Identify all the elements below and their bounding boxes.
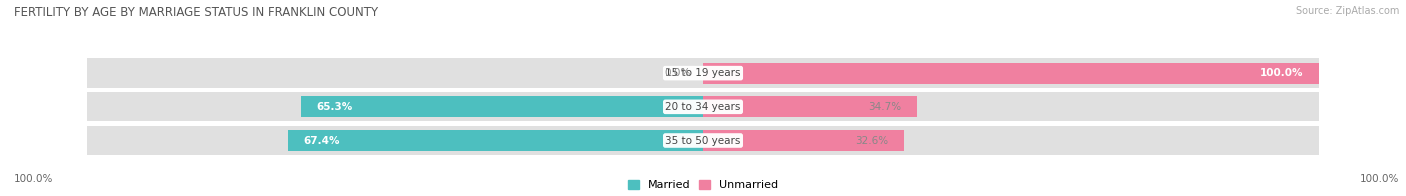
Bar bbox=[87, 126, 1319, 155]
Bar bbox=[703, 130, 904, 151]
Text: FERTILITY BY AGE BY MARRIAGE STATUS IN FRANKLIN COUNTY: FERTILITY BY AGE BY MARRIAGE STATUS IN F… bbox=[14, 6, 378, 19]
Bar bbox=[703, 63, 1319, 83]
Legend: Married, Unmarried: Married, Unmarried bbox=[627, 180, 779, 191]
Bar bbox=[301, 96, 703, 117]
Bar bbox=[87, 58, 1319, 88]
Bar bbox=[87, 92, 1319, 122]
Text: 100.0%: 100.0% bbox=[14, 174, 53, 184]
Text: 32.6%: 32.6% bbox=[855, 135, 889, 145]
Text: 35 to 50 years: 35 to 50 years bbox=[665, 135, 741, 145]
Bar bbox=[703, 96, 917, 117]
Bar bbox=[288, 130, 703, 151]
Text: 65.3%: 65.3% bbox=[316, 102, 353, 112]
Text: 15 to 19 years: 15 to 19 years bbox=[665, 68, 741, 78]
Text: 100.0%: 100.0% bbox=[1260, 68, 1303, 78]
Text: Source: ZipAtlas.com: Source: ZipAtlas.com bbox=[1295, 6, 1399, 16]
Text: 0.0%: 0.0% bbox=[665, 68, 690, 78]
Text: 67.4%: 67.4% bbox=[304, 135, 340, 145]
Text: 100.0%: 100.0% bbox=[1360, 174, 1399, 184]
Text: 34.7%: 34.7% bbox=[869, 102, 901, 112]
Text: 20 to 34 years: 20 to 34 years bbox=[665, 102, 741, 112]
